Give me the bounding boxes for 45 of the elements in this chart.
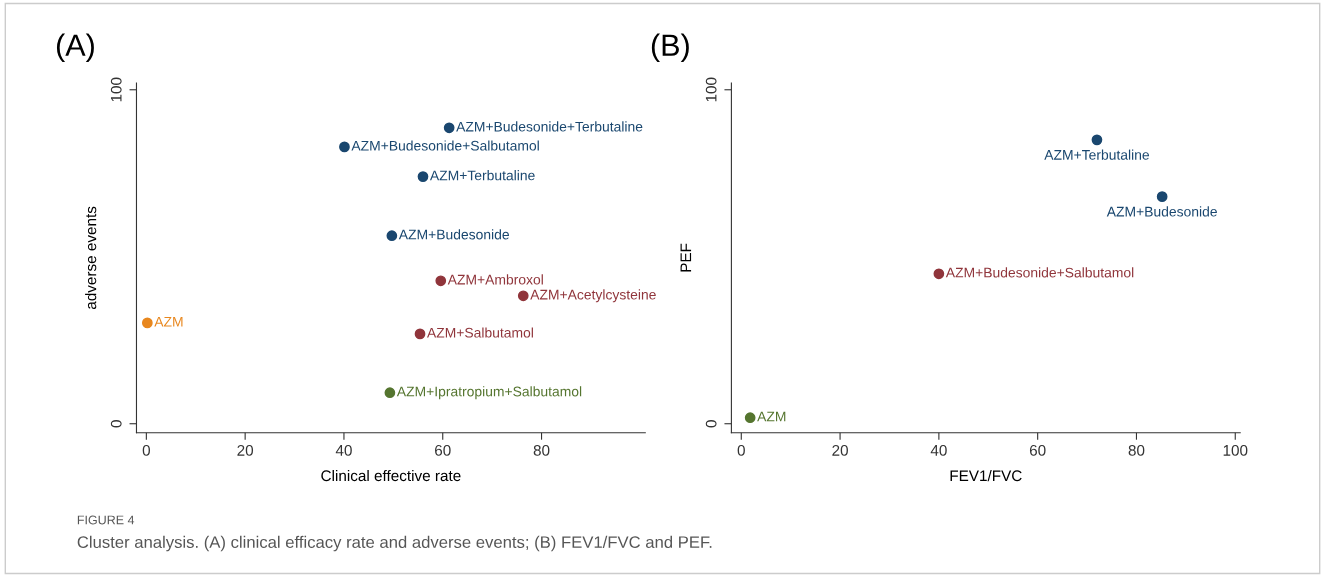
point	[1091, 134, 1103, 146]
chart-title: (B)	[651, 33, 689, 63]
y-axis-title: PEF	[680, 243, 692, 272]
y-axis-title: adverse events	[85, 206, 97, 310]
data-label: AZM+Terbutaline	[1044, 149, 1150, 160]
point	[386, 230, 398, 242]
x-tick-label: 80	[1128, 444, 1145, 456]
x-axis-title: Clinical effective rate	[321, 469, 461, 482]
point	[384, 387, 396, 399]
data-label: AZM	[757, 411, 786, 422]
point	[141, 317, 153, 329]
data-label: AZM+Budesonide+Salbutamol	[945, 267, 1134, 278]
x-tick-label: 60	[435, 444, 451, 456]
data-label: AZM+Terbutaline	[429, 170, 535, 181]
x-tick-label: 100	[1223, 444, 1248, 456]
data-label: AZM	[154, 316, 183, 327]
data-label: AZM+Salbutamol	[426, 327, 533, 338]
data-label: AZM+Budesonide	[398, 229, 509, 240]
point	[517, 290, 529, 302]
point	[443, 122, 455, 134]
point	[339, 141, 350, 153]
data-label: AZM+Budesonide	[1106, 206, 1217, 217]
point	[744, 412, 756, 424]
point	[435, 275, 447, 287]
x-tick-label: 80	[533, 444, 550, 456]
chart-title: (A)	[56, 33, 94, 63]
point	[417, 171, 429, 182]
data-label: AZM+Acetylcysteine	[530, 289, 656, 303]
x-tick-label: 40	[335, 444, 352, 456]
data-label: AZM+Ambroxol	[447, 274, 543, 285]
data-label: AZM+Ipratropium+Salbutamol	[396, 386, 582, 400]
x-axis-title: FEV1/FVC	[950, 469, 1022, 482]
x-tick-label: 0	[142, 444, 151, 456]
text: Cluster analysis. (A) clinical efficacy rate and adverse events; (B) FEV1/FVC and PEF.	[77, 535, 712, 552]
x-tick-label: 40	[930, 444, 947, 456]
caption: FIGURE 4	[77, 515, 135, 525]
x-tick-label: 60	[1029, 444, 1046, 456]
point	[414, 328, 426, 340]
point	[1156, 191, 1168, 202]
data-label: AZM+Budesonide+Salbutamol	[351, 140, 539, 151]
point	[933, 268, 945, 280]
x-tick-label: 20	[237, 444, 254, 456]
x-tick-label: 20	[832, 444, 848, 456]
x-tick-label: 0	[737, 444, 745, 456]
data-label: AZM+Budesonide+Terbutaline	[456, 121, 643, 132]
